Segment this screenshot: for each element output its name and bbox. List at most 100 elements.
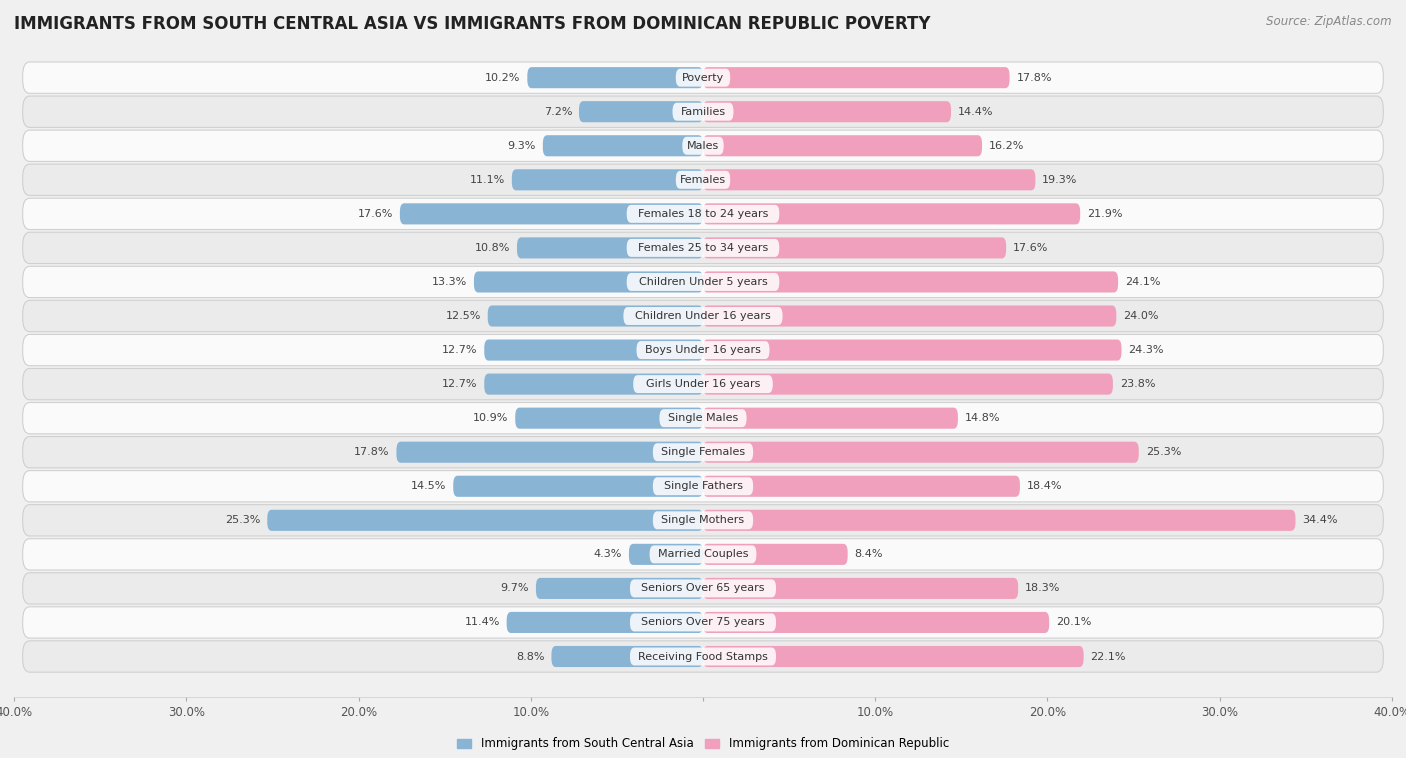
FancyBboxPatch shape: [22, 368, 1384, 399]
FancyBboxPatch shape: [703, 408, 957, 429]
FancyBboxPatch shape: [659, 409, 747, 427]
FancyBboxPatch shape: [22, 334, 1384, 365]
FancyBboxPatch shape: [676, 69, 730, 86]
FancyBboxPatch shape: [703, 67, 1010, 88]
Text: 24.3%: 24.3%: [1129, 345, 1164, 355]
Text: Single Fathers: Single Fathers: [664, 481, 742, 491]
Text: 17.8%: 17.8%: [1017, 73, 1052, 83]
Text: Source: ZipAtlas.com: Source: ZipAtlas.com: [1267, 15, 1392, 28]
FancyBboxPatch shape: [703, 135, 981, 156]
FancyBboxPatch shape: [474, 271, 703, 293]
FancyBboxPatch shape: [22, 198, 1384, 230]
Text: 14.8%: 14.8%: [965, 413, 1000, 423]
FancyBboxPatch shape: [488, 305, 703, 327]
FancyBboxPatch shape: [703, 237, 1007, 258]
FancyBboxPatch shape: [650, 546, 756, 563]
FancyBboxPatch shape: [703, 509, 1295, 531]
FancyBboxPatch shape: [453, 476, 703, 496]
FancyBboxPatch shape: [652, 478, 754, 495]
Text: 34.4%: 34.4%: [1302, 515, 1339, 525]
Text: Females 18 to 24 years: Females 18 to 24 years: [638, 209, 768, 219]
Text: 25.3%: 25.3%: [1146, 447, 1181, 457]
Text: Single Males: Single Males: [668, 413, 738, 423]
FancyBboxPatch shape: [637, 341, 769, 359]
FancyBboxPatch shape: [22, 300, 1384, 332]
Text: Poverty: Poverty: [682, 73, 724, 83]
Text: Single Mothers: Single Mothers: [661, 515, 745, 525]
Text: 10.8%: 10.8%: [475, 243, 510, 253]
FancyBboxPatch shape: [22, 164, 1384, 196]
FancyBboxPatch shape: [22, 266, 1384, 298]
FancyBboxPatch shape: [630, 579, 776, 597]
FancyBboxPatch shape: [703, 578, 1018, 599]
FancyBboxPatch shape: [515, 408, 703, 429]
Text: 11.1%: 11.1%: [470, 175, 505, 185]
FancyBboxPatch shape: [22, 232, 1384, 264]
Text: Seniors Over 75 years: Seniors Over 75 years: [641, 618, 765, 628]
FancyBboxPatch shape: [22, 402, 1384, 434]
FancyBboxPatch shape: [623, 307, 783, 325]
FancyBboxPatch shape: [22, 641, 1384, 672]
FancyBboxPatch shape: [703, 203, 1080, 224]
FancyBboxPatch shape: [703, 476, 1019, 496]
Text: Boys Under 16 years: Boys Under 16 years: [645, 345, 761, 355]
Text: 14.5%: 14.5%: [411, 481, 446, 491]
Text: 10.2%: 10.2%: [485, 73, 520, 83]
FancyBboxPatch shape: [267, 509, 703, 531]
Text: Children Under 5 years: Children Under 5 years: [638, 277, 768, 287]
FancyBboxPatch shape: [22, 539, 1384, 570]
FancyBboxPatch shape: [703, 101, 950, 122]
Text: Married Couples: Married Couples: [658, 550, 748, 559]
Text: 17.6%: 17.6%: [1012, 243, 1049, 253]
FancyBboxPatch shape: [517, 237, 703, 258]
FancyBboxPatch shape: [703, 374, 1114, 395]
Text: IMMIGRANTS FROM SOUTH CENTRAL ASIA VS IMMIGRANTS FROM DOMINICAN REPUBLIC POVERTY: IMMIGRANTS FROM SOUTH CENTRAL ASIA VS IM…: [14, 15, 931, 33]
Text: 8.8%: 8.8%: [516, 651, 544, 662]
Text: 9.3%: 9.3%: [508, 141, 536, 151]
FancyBboxPatch shape: [676, 171, 730, 189]
FancyBboxPatch shape: [672, 103, 734, 121]
Text: 12.5%: 12.5%: [446, 311, 481, 321]
FancyBboxPatch shape: [22, 130, 1384, 161]
Text: 16.2%: 16.2%: [988, 141, 1025, 151]
Text: Single Females: Single Females: [661, 447, 745, 457]
Text: 12.7%: 12.7%: [441, 345, 478, 355]
Text: Females: Females: [681, 175, 725, 185]
Text: Children Under 16 years: Children Under 16 years: [636, 311, 770, 321]
FancyBboxPatch shape: [579, 101, 703, 122]
FancyBboxPatch shape: [22, 62, 1384, 93]
FancyBboxPatch shape: [22, 607, 1384, 638]
Text: Females 25 to 34 years: Females 25 to 34 years: [638, 243, 768, 253]
FancyBboxPatch shape: [22, 573, 1384, 604]
Text: 17.8%: 17.8%: [354, 447, 389, 457]
Text: 8.4%: 8.4%: [855, 550, 883, 559]
FancyBboxPatch shape: [703, 543, 848, 565]
Text: 11.4%: 11.4%: [464, 618, 499, 628]
FancyBboxPatch shape: [703, 271, 1118, 293]
FancyBboxPatch shape: [512, 169, 703, 190]
FancyBboxPatch shape: [703, 340, 1122, 361]
FancyBboxPatch shape: [627, 273, 779, 291]
FancyBboxPatch shape: [628, 543, 703, 565]
FancyBboxPatch shape: [396, 442, 703, 463]
Text: Families: Families: [681, 107, 725, 117]
FancyBboxPatch shape: [703, 612, 1049, 633]
Text: 7.2%: 7.2%: [544, 107, 572, 117]
Text: 21.9%: 21.9%: [1087, 209, 1122, 219]
FancyBboxPatch shape: [703, 646, 1084, 667]
Text: 18.3%: 18.3%: [1025, 584, 1060, 594]
Text: 23.8%: 23.8%: [1119, 379, 1156, 389]
Text: 4.3%: 4.3%: [593, 550, 621, 559]
FancyBboxPatch shape: [22, 505, 1384, 536]
FancyBboxPatch shape: [22, 96, 1384, 127]
Text: 24.0%: 24.0%: [1123, 311, 1159, 321]
Text: 24.1%: 24.1%: [1125, 277, 1160, 287]
Text: 9.7%: 9.7%: [501, 584, 529, 594]
Text: 22.1%: 22.1%: [1091, 651, 1126, 662]
FancyBboxPatch shape: [22, 437, 1384, 468]
FancyBboxPatch shape: [630, 647, 776, 666]
Text: Males: Males: [688, 141, 718, 151]
Text: 13.3%: 13.3%: [432, 277, 467, 287]
FancyBboxPatch shape: [703, 169, 1035, 190]
Text: 12.7%: 12.7%: [441, 379, 478, 389]
